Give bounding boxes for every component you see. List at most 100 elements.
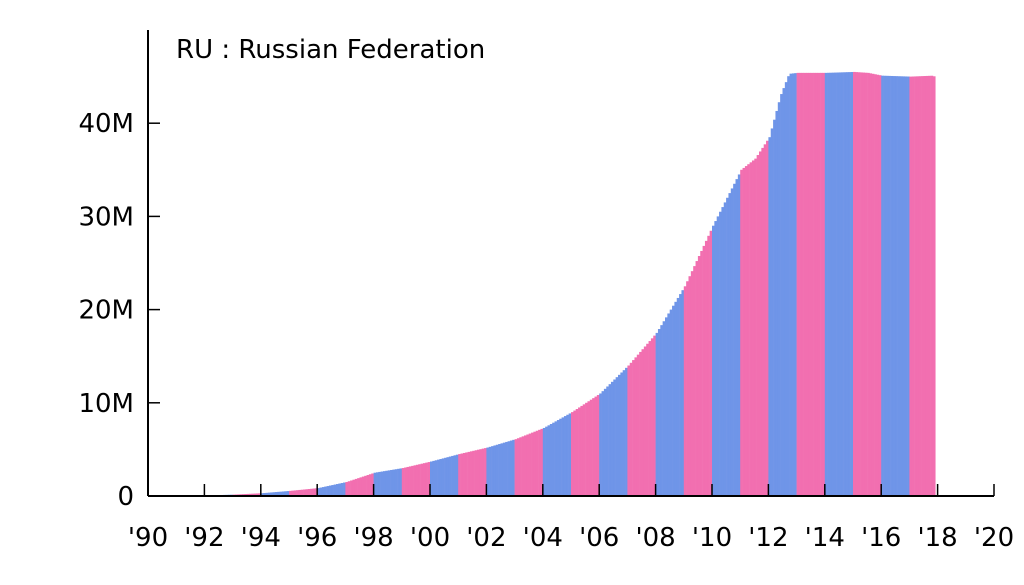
- y-ticks-group: 0 10M 20M 30M 40M: [78, 109, 160, 512]
- bar: [601, 391, 605, 496]
- bar: [902, 76, 905, 497]
- bar: [394, 469, 398, 496]
- bar: [709, 230, 713, 496]
- bar: [815, 72, 819, 497]
- bar: [462, 452, 466, 496]
- bar: [568, 413, 572, 496]
- bar: [293, 490, 297, 496]
- bar: [853, 71, 856, 496]
- bar: [390, 469, 393, 496]
- bar: [448, 456, 452, 496]
- bar: [667, 313, 670, 496]
- bar: [928, 75, 931, 496]
- bar: [747, 164, 750, 496]
- bar: [768, 137, 772, 496]
- bar: [806, 72, 809, 497]
- bar: [368, 474, 372, 496]
- bar: [378, 471, 381, 496]
- bar: [860, 72, 863, 496]
- bar: [408, 466, 412, 496]
- bar: [897, 76, 901, 497]
- bar: [787, 76, 790, 496]
- bar: [310, 488, 313, 496]
- bar: [759, 151, 762, 496]
- bar: [385, 470, 388, 496]
- bar: [589, 399, 593, 496]
- bar: [798, 72, 802, 497]
- bar: [704, 240, 708, 496]
- bar: [413, 465, 417, 496]
- bar: [883, 75, 887, 496]
- bar: [721, 207, 725, 496]
- bar: [561, 417, 565, 496]
- bar: [737, 174, 741, 496]
- bar: [303, 489, 306, 496]
- bar: [281, 491, 285, 496]
- bar: [472, 450, 475, 496]
- bar: [822, 72, 826, 497]
- y-tick-label: 20M: [78, 296, 134, 326]
- bar: [533, 431, 537, 496]
- bar: [794, 73, 797, 496]
- bar: [829, 72, 833, 496]
- bar: [585, 402, 588, 496]
- bar: [486, 447, 490, 496]
- x-tick-label: '04: [523, 523, 563, 553]
- bar: [660, 325, 663, 496]
- bar: [531, 432, 534, 496]
- bar: [862, 72, 866, 496]
- bar: [834, 72, 837, 496]
- bar: [354, 478, 358, 496]
- x-tick-label: '08: [635, 523, 675, 553]
- bar: [639, 351, 642, 496]
- x-tick-label: '90: [128, 523, 168, 553]
- bar: [465, 452, 468, 496]
- bar: [784, 82, 788, 496]
- x-tick-label: '16: [861, 523, 901, 553]
- bar: [519, 437, 522, 496]
- bar: [904, 76, 908, 496]
- bar: [542, 427, 546, 496]
- bar: [437, 459, 440, 496]
- bar: [338, 483, 341, 496]
- bar: [636, 354, 640, 496]
- bar: [627, 365, 631, 496]
- bar: [932, 76, 936, 496]
- bar: [610, 381, 614, 496]
- bar: [890, 75, 894, 496]
- bar: [916, 76, 920, 496]
- bar: [690, 271, 694, 496]
- bar: [444, 457, 447, 496]
- x-tick-label: '00: [410, 523, 450, 553]
- bar: [782, 88, 786, 496]
- bar: [373, 472, 377, 496]
- x-tick-label: '20: [974, 523, 1014, 553]
- bar: [676, 297, 680, 496]
- bar: [582, 404, 586, 496]
- x-tick-label: '18: [917, 523, 957, 553]
- bar: [683, 286, 687, 496]
- bar: [730, 188, 734, 496]
- bar: [380, 471, 384, 496]
- bar: [796, 72, 800, 497]
- bar: [669, 309, 673, 496]
- bar: [657, 329, 661, 496]
- bar: [575, 409, 579, 496]
- bar: [930, 75, 934, 496]
- bar: [387, 470, 391, 496]
- bar: [340, 483, 344, 496]
- bar: [751, 160, 755, 497]
- bar: [267, 492, 271, 496]
- bar: [653, 335, 656, 496]
- bar: [547, 425, 551, 496]
- bar: [439, 459, 443, 496]
- bar: [493, 445, 497, 496]
- bar: [681, 290, 685, 496]
- bar: [554, 421, 558, 496]
- y-tick-label: 10M: [78, 389, 134, 419]
- bar: [420, 463, 424, 496]
- axes-group: [147, 30, 994, 497]
- bar: [789, 73, 793, 497]
